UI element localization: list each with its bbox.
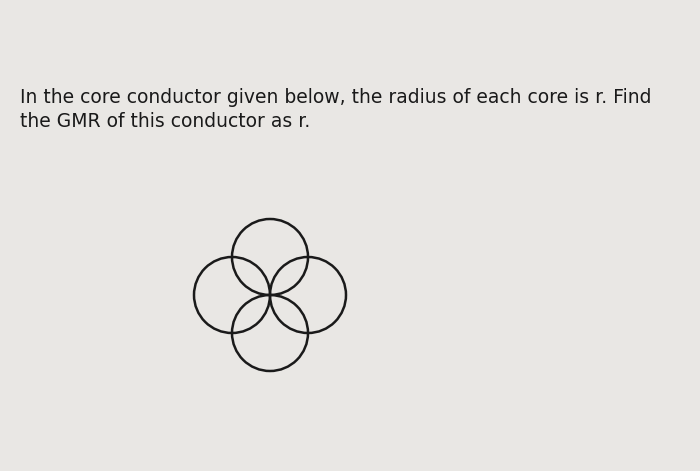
Text: the GMR of this conductor as r.: the GMR of this conductor as r. <box>20 112 310 131</box>
Text: In the core conductor given below, the radius of each core is r. Find: In the core conductor given below, the r… <box>20 88 652 107</box>
